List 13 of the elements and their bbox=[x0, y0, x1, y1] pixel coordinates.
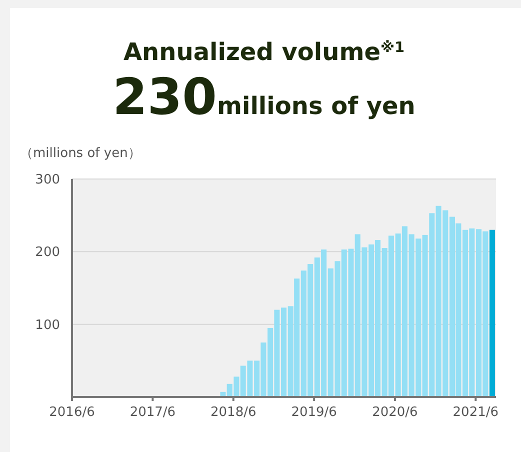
y-tick-label: 300 bbox=[35, 172, 60, 188]
x-tick-label: 2018/6 bbox=[210, 405, 256, 420]
x-tick-label: 2019/6 bbox=[291, 405, 337, 420]
chart-subtitle: 230millions of yen bbox=[112, 68, 416, 126]
x-tick-label: 2021/6 bbox=[452, 405, 499, 420]
x-tick-label: 2020/6 bbox=[372, 405, 418, 420]
x-tick-label: 2016/6 bbox=[49, 405, 95, 420]
y-tick-label: 200 bbox=[35, 245, 60, 260]
bar bbox=[489, 230, 496, 397]
x-tick-label: 2017/6 bbox=[130, 405, 176, 420]
chart-title: Annualized volume$^{※1}$ bbox=[123, 38, 405, 66]
y-tick-label: 100 bbox=[35, 318, 60, 333]
y-axis-title: （millions of yen） bbox=[20, 146, 141, 161]
